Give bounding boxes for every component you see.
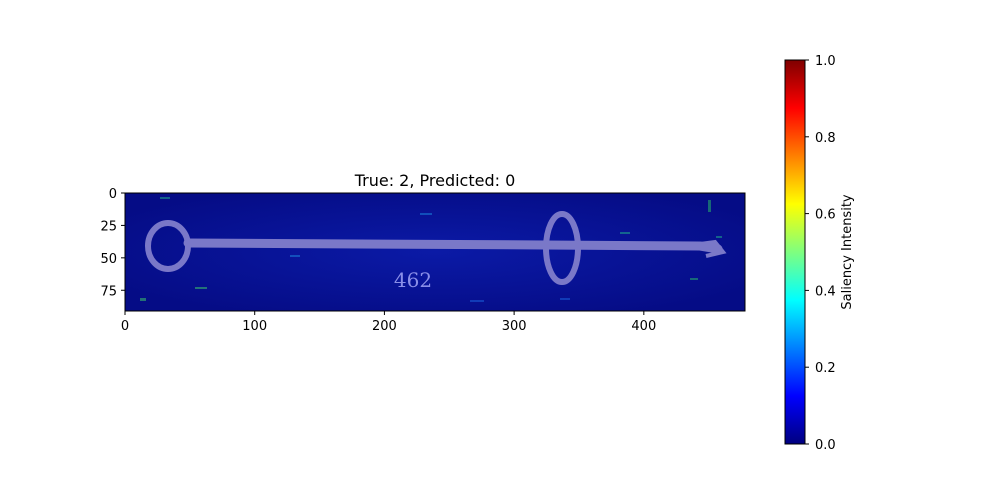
x-tick-label: 0 <box>121 319 129 334</box>
y-axis: 0 25 50 75 <box>100 187 125 299</box>
y-tick-label: 25 <box>100 219 117 234</box>
x-axis: 0 100 200 300 400 <box>121 311 656 334</box>
colorbar-tick-label: 1.0 <box>815 54 836 69</box>
colorbar-tick-label: 0.0 <box>815 438 836 453</box>
heatmap-background <box>125 193 745 311</box>
colorbar-gradient <box>784 59 806 445</box>
artifact-object <box>145 211 727 285</box>
x-tick-label: 300 <box>502 319 527 334</box>
y-tick-label: 50 <box>100 252 117 267</box>
y-tick-label: 75 <box>100 284 117 299</box>
colorbar: 0.0 0.2 0.4 0.6 0.8 1.0 Saliency Intensity <box>784 54 855 453</box>
colorbar-ticks: 0.0 0.2 0.4 0.6 0.8 1.0 <box>805 54 836 453</box>
x-tick-label: 100 <box>242 319 267 334</box>
artifact-inscription: 462 <box>394 268 432 292</box>
saliency-heatmap: 462 <box>124 192 746 312</box>
x-tick-label: 400 <box>631 319 656 334</box>
chart-title: True: 2, Predicted: 0 <box>354 171 516 190</box>
colorbar-tick-label: 0.8 <box>815 131 836 146</box>
colorbar-tick-label: 0.2 <box>815 361 836 376</box>
heatmap-frame <box>124 192 746 312</box>
colorbar-tick-label: 0.6 <box>815 208 836 223</box>
colorbar-label: Saliency Intensity <box>840 194 855 310</box>
colorbar-tick-label: 0.4 <box>815 284 836 299</box>
x-tick-label: 200 <box>372 319 397 334</box>
y-tick-label: 0 <box>109 187 117 202</box>
